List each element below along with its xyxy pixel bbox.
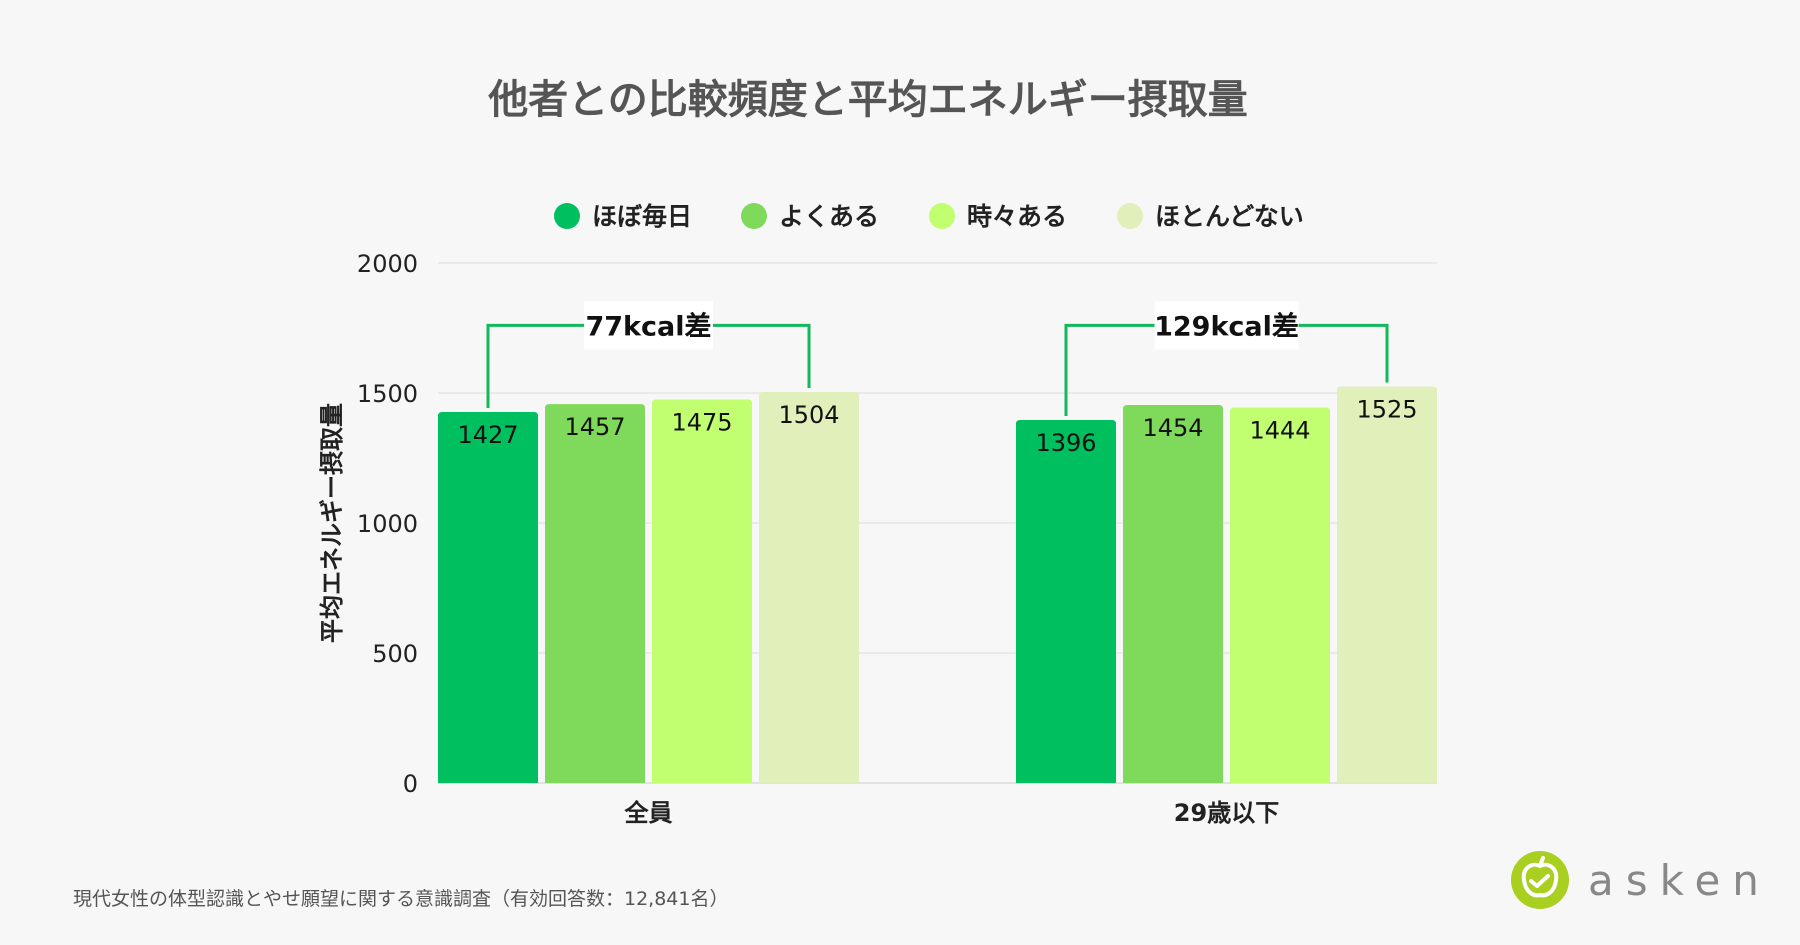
legend-item: よくある (741, 202, 879, 231)
y-tick-label: 1500 (357, 380, 418, 408)
data-label: 1454 (1142, 414, 1203, 442)
legend-marker (929, 203, 955, 229)
data-label: 1504 (778, 401, 839, 429)
y-axis-label: 平均エネルギー摂取量 (318, 403, 346, 643)
data-label: 1475 (671, 409, 732, 437)
legend-item: ほぼ毎日 (554, 202, 692, 231)
annotation-label: 129kcal差 (1154, 310, 1299, 342)
annotation-background (584, 301, 713, 350)
chart-title: 他者との比較頻度と平均エネルギー摂取量 (487, 77, 1248, 123)
data-label: 1457 (564, 413, 625, 441)
legend-marker (554, 203, 580, 229)
annotation-label: 77kcal差 (585, 310, 711, 342)
y-tick-label: 0 (403, 770, 418, 798)
legend-marker (1117, 203, 1143, 229)
difference-annotation: 129kcal差 (1064, 301, 1389, 417)
legend-label: ほとんどない (1155, 202, 1304, 231)
data-label: 1396 (1035, 429, 1096, 457)
data-label: 1427 (457, 421, 518, 449)
bar (1337, 386, 1437, 783)
x-axis-categories: 全員 29歳以下 (624, 799, 1280, 827)
y-tick-label: 500 (372, 640, 418, 668)
legend-label: ほぼ毎日 (592, 202, 692, 231)
annotations: 77kcal差 129kcal差 (486, 301, 1389, 417)
legend-marker (741, 203, 767, 229)
bar (1230, 407, 1330, 783)
legend-label: よくある (779, 202, 879, 231)
bar (545, 404, 645, 783)
difference-annotation: 77kcal差 (486, 301, 811, 408)
y-tick-label: 2000 (357, 250, 418, 278)
bar (1016, 420, 1116, 783)
legend-label: 時々ある (967, 202, 1067, 231)
category-label: 全員 (624, 799, 673, 827)
legend-item: 時々ある (929, 202, 1067, 231)
annotation-background (1154, 301, 1299, 350)
legend-item: ほとんどない (1117, 202, 1304, 231)
bar (438, 411, 538, 783)
y-axis-ticks: 0 500 1000 1500 2000 (357, 250, 418, 798)
data-label: 1444 (1249, 417, 1310, 445)
category-label: 29歳以下 (1174, 799, 1279, 827)
apple-icon (1511, 851, 1569, 909)
bar (1123, 404, 1223, 783)
logo-text: asken (1588, 855, 1771, 905)
bar (652, 399, 752, 783)
bars: 1427 1457 1475 1504 1396 1454 1444 1525 (438, 386, 1437, 783)
bar (759, 391, 859, 783)
data-label: 1525 (1356, 396, 1417, 424)
brand-logo: asken (1510, 850, 1771, 910)
legend: ほぼ毎日 よくある 時々ある ほとんどない (554, 202, 1304, 231)
y-tick-label: 1000 (357, 510, 418, 538)
source-note: 現代女性の体型認識とやせ願望に関する意識調査（有効回答数：12,841名） (73, 888, 729, 910)
